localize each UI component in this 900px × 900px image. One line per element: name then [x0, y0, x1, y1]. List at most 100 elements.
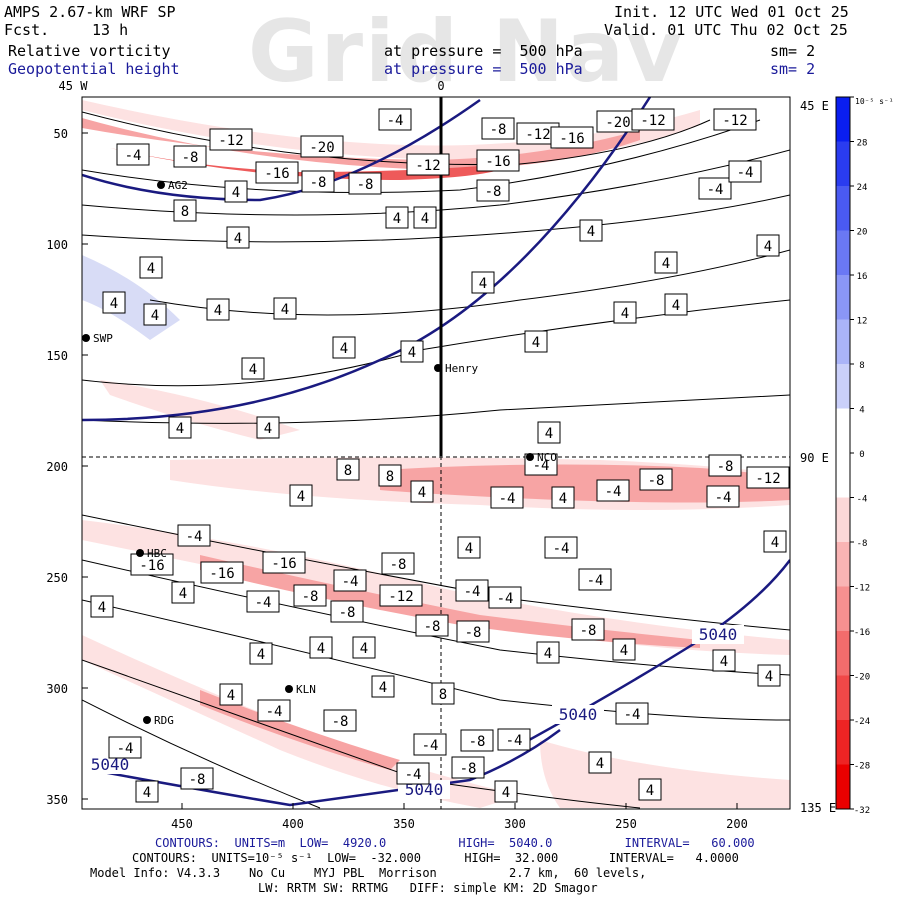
- contour-label-box: [698, 177, 732, 200]
- height-contour-label: 5040: [405, 780, 444, 799]
- vorticity-contour-label: 4: [98, 600, 106, 616]
- contour-label-box: [578, 568, 612, 591]
- vorticity-contour-label: 4: [421, 211, 429, 227]
- vorticity-contour-label: -4: [464, 584, 481, 600]
- station-marker: [157, 181, 165, 189]
- contour-label-box: [524, 330, 548, 353]
- contour-label-box: [490, 486, 524, 509]
- vorticity-contour-label: 4: [545, 426, 553, 442]
- vorticity-band-9: [82, 255, 180, 340]
- vorticity-contour-label: -12: [640, 113, 665, 129]
- vorticity-contour-label: 4: [281, 302, 289, 318]
- colorbar-tick-label: -8: [857, 539, 868, 549]
- contour-label-box: [476, 179, 510, 202]
- vorticity-contour-label: -4: [405, 767, 422, 783]
- colorbar-tick-label: 0: [859, 450, 864, 460]
- field1-level: at pressure = 500 hPa: [384, 42, 583, 60]
- station-label: NCO: [537, 451, 557, 464]
- y-tick-label: 200: [46, 460, 68, 474]
- vorticity-contour-label: -4: [553, 541, 570, 557]
- colorbar-tick-label: 20: [857, 228, 868, 238]
- vorticity-contour-label: -16: [264, 166, 289, 182]
- contour-label-box: [708, 454, 742, 477]
- colorbar-tick-label: -12: [854, 584, 870, 594]
- contour-label-box: [494, 780, 518, 803]
- colorbar-tick-label: 4: [859, 406, 864, 416]
- vorticity-contour-label: -4: [605, 484, 622, 500]
- y-tick-label: 300: [46, 682, 68, 696]
- contour-label-box: [728, 160, 762, 183]
- contour-label-box: [371, 675, 395, 698]
- contour-label-box: [476, 149, 520, 172]
- field1-name: Relative vorticity: [8, 42, 171, 60]
- contour-label-box: [497, 728, 531, 751]
- vorticity-contour-label: 8: [344, 463, 352, 479]
- vorticity-contour-label: -8: [357, 177, 374, 193]
- plot-frame: [81, 96, 791, 810]
- y-tick-label: 350: [46, 793, 68, 807]
- model-title: AMPS 2.67-km WRF SP: [4, 3, 176, 21]
- vorticity-contour-label: 4: [257, 647, 265, 663]
- contour-label-box: [171, 581, 195, 604]
- contour-label-box: [571, 618, 605, 641]
- contour-label-box: [550, 126, 594, 149]
- station-label: AG2: [168, 179, 188, 192]
- valid-time: Valid. 01 UTC Thu 02 Oct 25: [604, 21, 848, 39]
- vorticity-band-10: [100, 380, 300, 440]
- vorticity-contour-label: 8: [439, 687, 447, 703]
- contour-label-box: [488, 586, 522, 609]
- vorticity-contour-label: -4: [117, 741, 134, 757]
- vorticity-contour-label: -16: [559, 131, 584, 147]
- forecast-label: Fcst.: [4, 21, 50, 39]
- contour-label-box: [262, 551, 306, 574]
- contour-label-box: [638, 778, 662, 801]
- height-contour-label: 5040: [559, 705, 598, 724]
- contour-label-box: [289, 484, 313, 507]
- contour-label-box: [300, 135, 344, 158]
- contour-label-box: [256, 416, 280, 439]
- colorbar-swatch: [836, 453, 850, 498]
- colorbar-tick-label: -24: [854, 717, 870, 727]
- colorbar-swatch: [836, 97, 850, 142]
- station-marker: [82, 334, 90, 342]
- contour-label-box: [455, 579, 489, 602]
- vorticity-contour-label: -8: [580, 623, 597, 639]
- colorbar-tick-label: -16: [854, 628, 870, 638]
- contour-label-box: [664, 293, 688, 316]
- colorbar-swatch: [836, 408, 850, 453]
- station-label: SWP: [93, 332, 113, 345]
- station-marker: [143, 716, 151, 724]
- contour-label-box: [537, 421, 561, 444]
- vorticity-contour-label: 4: [662, 256, 670, 272]
- vorticity-contour-label: -16: [209, 566, 234, 582]
- contour-label-box: [323, 709, 357, 732]
- height-contour-1: [82, 97, 652, 422]
- contour-label-box: [579, 219, 603, 242]
- colorbar-swatch: [836, 631, 850, 676]
- vorticity-band-5: [82, 520, 790, 655]
- colorbar-units: 10⁻⁵ s⁻¹: [855, 97, 894, 106]
- contour-label-box: [116, 143, 150, 166]
- field2-level: at pressure = 500 hPa: [384, 60, 583, 78]
- colorbar-tick-label: -4: [857, 495, 868, 505]
- vorticity-contour-label: 4: [227, 688, 235, 704]
- vorticity-contour-0: [82, 111, 711, 166]
- colorbar-swatch: [836, 542, 850, 587]
- height-label-bg: [692, 625, 744, 644]
- contour-label-box: [596, 479, 630, 502]
- vorticity-contour-label: 4: [179, 586, 187, 602]
- vorticity-band-0: [82, 100, 700, 161]
- vorticity-contour-label: -12: [415, 158, 440, 174]
- colorbar-tick-label: -20: [854, 673, 870, 683]
- colorbar-swatch: [836, 230, 850, 275]
- vorticity-contour-label: -4: [266, 704, 283, 720]
- contour-label-box: [415, 614, 449, 637]
- contour-label-box: [241, 357, 265, 380]
- vorticity-contour-label: -8: [648, 473, 665, 489]
- vorticity-contour-label: 4: [232, 185, 240, 201]
- vorticity-band-11: [540, 740, 790, 808]
- contour-label-box: [378, 464, 402, 487]
- vorticity-contour-label: 4: [672, 298, 680, 314]
- vorticity-contour-label: 4: [249, 362, 257, 378]
- contour-label-box: [224, 180, 248, 203]
